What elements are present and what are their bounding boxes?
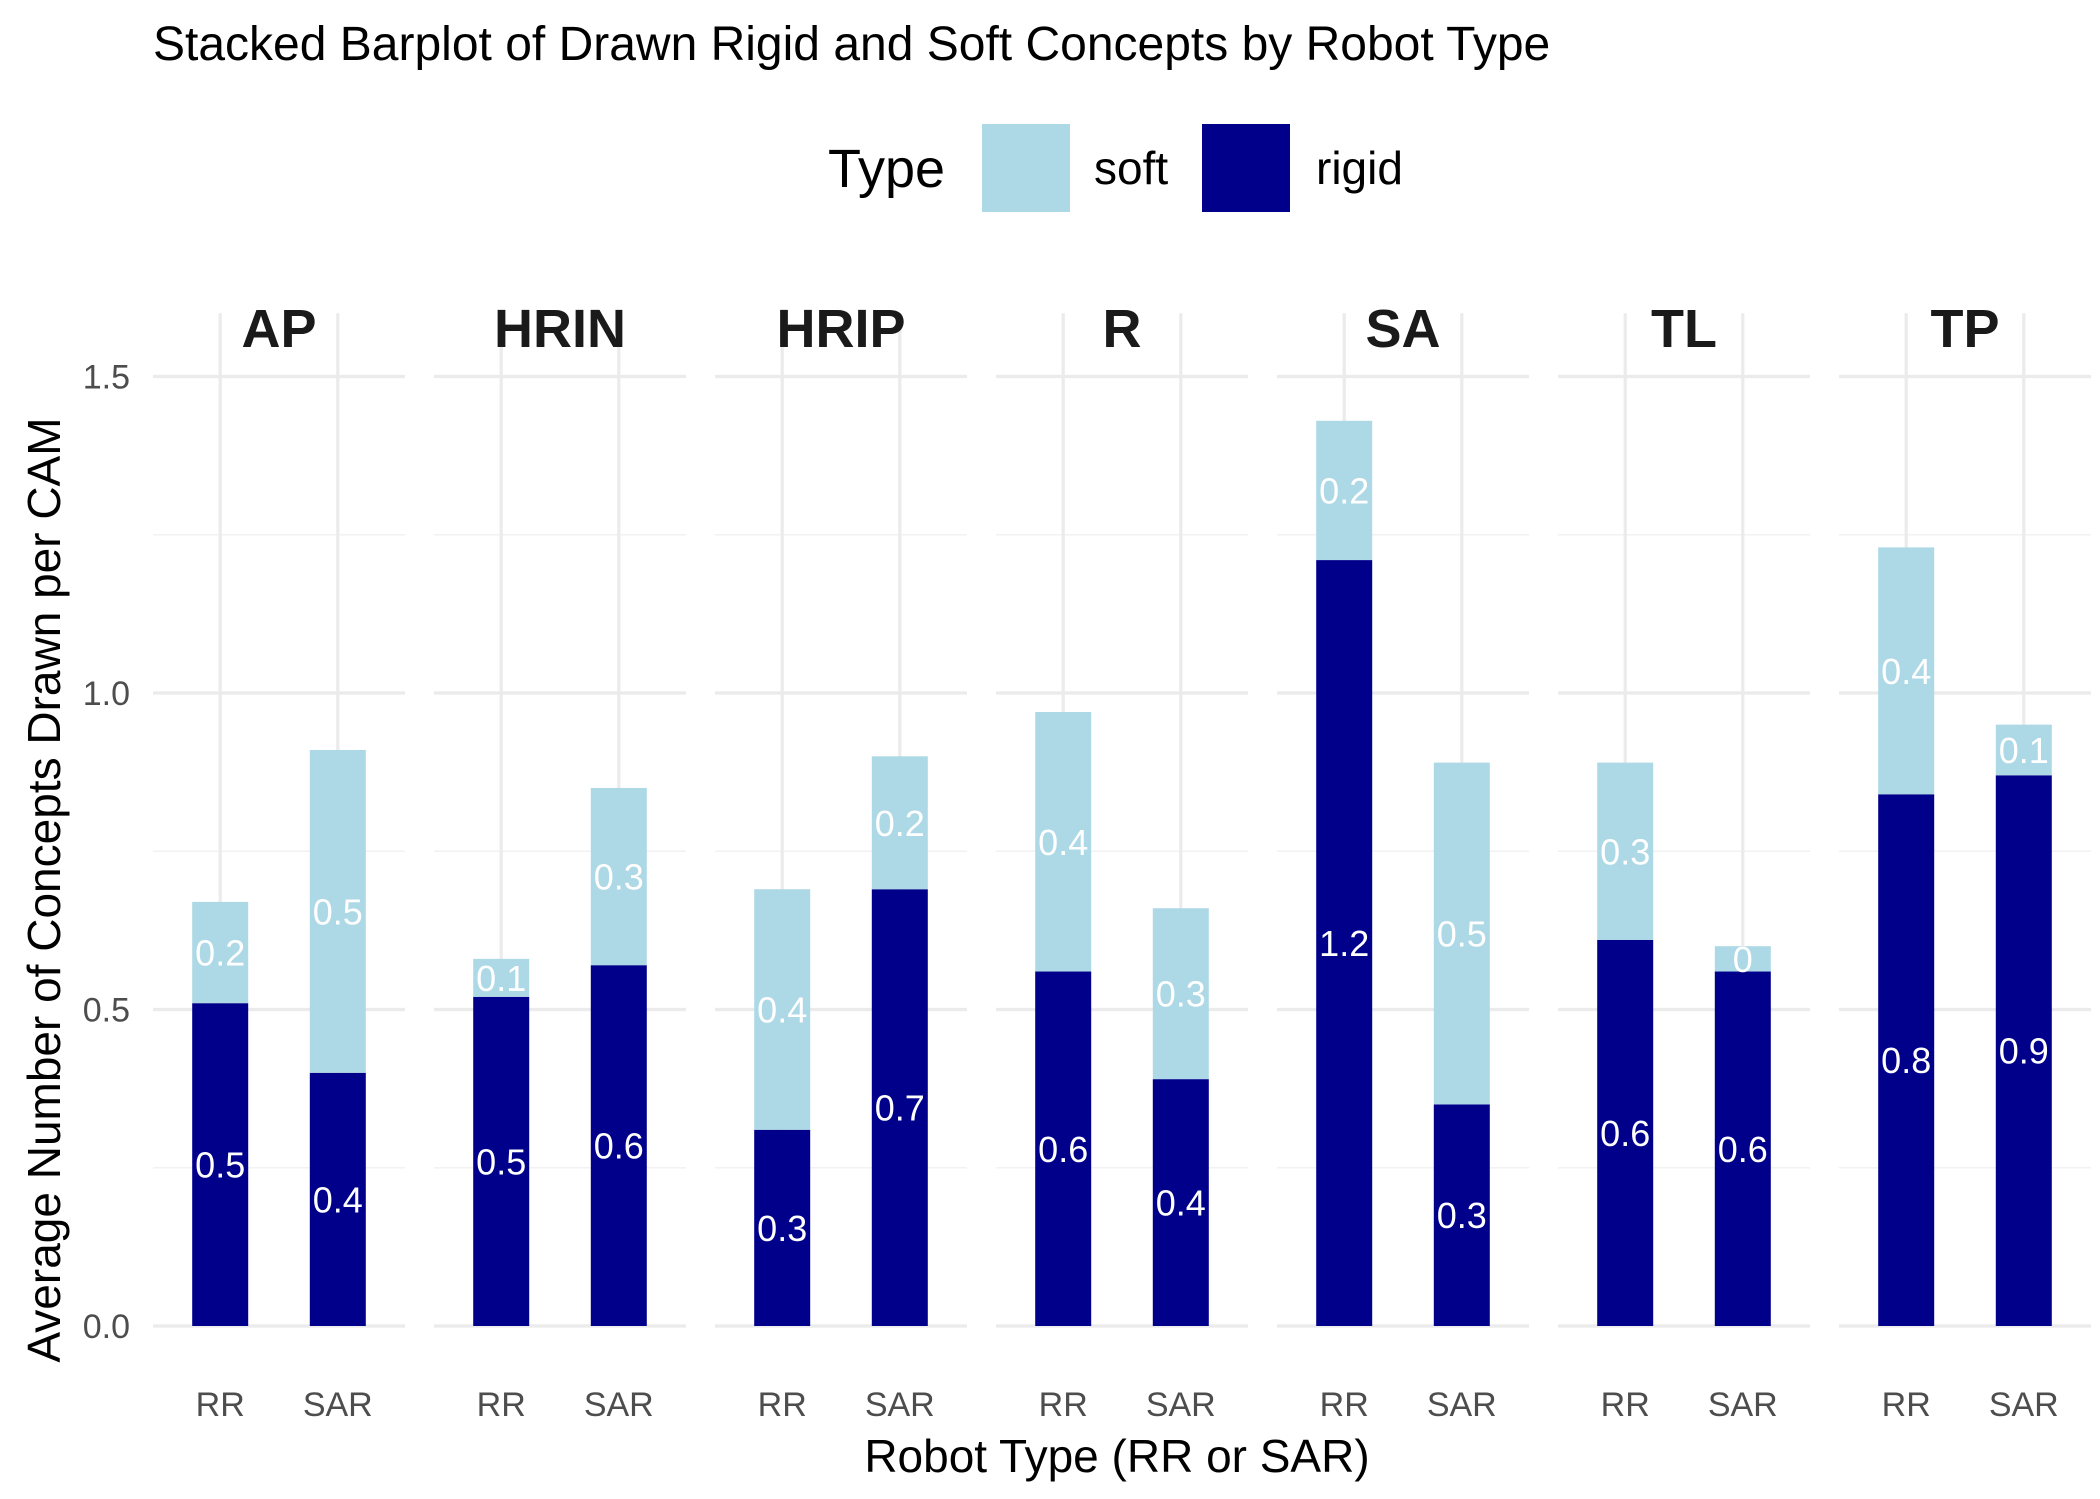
y-tick-label: 1.5 (83, 359, 130, 397)
data-label-soft: 0.1 (476, 958, 526, 999)
x-tick-label: RR (1039, 1386, 1088, 1424)
facet-label-tp: TP (1930, 299, 1999, 359)
bar-soft-ap-rr (192, 901, 249, 1004)
bar-rigid-tl-rr (1597, 939, 1654, 1326)
y-tick-label: 0.5 (83, 992, 130, 1030)
bar-soft-r-sar (1152, 908, 1209, 1080)
bar-rigid-ap-sar (309, 1072, 366, 1326)
data-label-rigid: 0.6 (594, 1126, 644, 1167)
chart-title: Stacked Barplot of Drawn Rigid and Soft … (153, 18, 1550, 71)
facet-label-tl: TL (1651, 299, 1717, 359)
facet-panel-tl: TL 0.6 0.3 RR 0.6 0 SAR (1558, 299, 1810, 1424)
legend-key-rigid (1202, 124, 1290, 212)
data-label-soft: 0.2 (875, 803, 925, 844)
facet-label-hrip: HRIP (776, 299, 905, 359)
data-label-rigid: 0.4 (1156, 1183, 1206, 1224)
data-label-soft: 0.2 (195, 933, 245, 974)
x-tick-label: SAR (303, 1386, 373, 1424)
data-label-soft: 0.5 (1437, 914, 1487, 955)
bar-soft-hrin-sar (590, 787, 647, 966)
data-label-soft: 0.3 (1600, 831, 1650, 872)
facet-label-hrin: HRIN (494, 299, 626, 359)
bar-rigid-hrin-rr (473, 996, 530, 1326)
data-label-rigid: 0.5 (476, 1141, 526, 1182)
bar-rigid-r-rr (1035, 971, 1092, 1326)
facet-panel-sa: SA 1.2 0.2 RR 0.3 0.5 SAR (1277, 299, 1529, 1424)
y-axis-title: Average Number of Concepts Drawn per CAM (18, 417, 70, 1362)
x-tick-label: SAR (1427, 1386, 1497, 1424)
data-label-rigid: 0.4 (313, 1179, 363, 1220)
data-label-soft: 0.4 (1881, 651, 1931, 692)
data-label-soft: 0.3 (594, 857, 644, 898)
x-tick-label: RR (1601, 1386, 1650, 1424)
facet-panel-tp: TP 0.8 0.4 RR 0.9 0.1 SAR (1839, 299, 2091, 1424)
bar-soft-tl-sar (1714, 946, 1771, 972)
bar-rigid-tp-sar (1995, 775, 2052, 1326)
data-label-soft: 0.4 (1038, 822, 1088, 863)
legend-label-rigid: rigid (1316, 142, 1403, 194)
data-label-soft: 0.2 (1319, 470, 1369, 511)
bar-rigid-ap-rr (192, 1003, 249, 1326)
facet-label-r: R (1103, 299, 1142, 359)
bar-soft-tp-sar (1995, 724, 2052, 776)
legend-title: Type (828, 139, 945, 199)
bar-soft-sa-sar (1433, 762, 1490, 1105)
bar-rigid-hrin-sar (590, 965, 647, 1326)
data-label-soft: 0.3 (1156, 974, 1206, 1015)
bar-soft-hrin-rr (473, 958, 530, 997)
facet-panel-hrin: HRIN 0.5 0.1 RR 0.6 0.3 SAR (434, 299, 686, 1424)
data-label-rigid: 0.3 (1437, 1195, 1487, 1236)
data-label-rigid: 0.6 (1600, 1113, 1650, 1154)
data-label-soft: 0.4 (757, 990, 807, 1031)
data-label-rigid: 0.8 (1881, 1040, 1931, 1081)
bar-rigid-tp-rr (1878, 794, 1935, 1326)
facet-panel-ap: AP 0.5 0.2 RR 0.4 0.5 SAR (153, 299, 405, 1424)
data-label-soft: 0.5 (313, 891, 363, 932)
facet-panel-r: R 0.6 0.4 RR 0.4 0.3 SAR (996, 299, 1248, 1424)
data-label-rigid: 1.2 (1319, 923, 1369, 964)
bar-rigid-hrip-rr (754, 1129, 811, 1326)
data-label-rigid: 0.6 (1718, 1129, 1768, 1170)
data-label-rigid: 0.5 (195, 1145, 245, 1186)
y-tick-label: 1.0 (83, 675, 130, 713)
legend-key-soft (982, 124, 1070, 212)
bar-soft-tp-rr (1878, 547, 1935, 795)
x-axis-title: Robot Type (RR or SAR) (864, 1430, 1369, 1482)
x-tick-label: RR (1320, 1386, 1369, 1424)
x-tick-label: RR (196, 1386, 245, 1424)
x-tick-label: RR (477, 1386, 526, 1424)
data-label-rigid: 0.3 (757, 1208, 807, 1249)
facet-panels: 0.00.51.01.5AP0.50.2RR0.40.5SARHRIN0.50.… (83, 299, 2091, 1424)
bar-rigid-tl-sar (1714, 971, 1771, 1326)
facet-panel-hrip: HRIP 0.3 0.4 RR 0.7 0.2 SAR (715, 299, 967, 1424)
bar-rigid-sa-sar (1433, 1104, 1490, 1326)
x-tick-label: RR (1882, 1386, 1931, 1424)
y-tick-label: 0.0 (83, 1308, 130, 1346)
x-tick-label: SAR (584, 1386, 654, 1424)
x-tick-label: SAR (1146, 1386, 1216, 1424)
bar-soft-hrip-rr (754, 889, 811, 1130)
bar-soft-hrip-sar (871, 756, 928, 890)
bar-rigid-r-sar (1152, 1079, 1209, 1326)
x-tick-label: SAR (1708, 1386, 1778, 1424)
legend: Type soft rigid (828, 124, 1403, 212)
bar-soft-sa-rr (1316, 420, 1373, 561)
facet-label-ap: AP (241, 299, 316, 359)
bar-soft-r-rr (1035, 711, 1092, 972)
data-label-rigid: 0.9 (1999, 1031, 2049, 1072)
facet-label-sa: SA (1365, 299, 1440, 359)
bar-soft-ap-sar (309, 749, 366, 1073)
data-label-rigid: 0.6 (1038, 1129, 1088, 1170)
x-tick-label: SAR (865, 1386, 935, 1424)
legend-label-soft: soft (1094, 142, 1168, 194)
bar-rigid-hrip-sar (871, 889, 928, 1326)
bar-rigid-sa-rr (1316, 560, 1373, 1326)
data-label-rigid: 0.7 (875, 1088, 925, 1129)
x-tick-label: SAR (1989, 1386, 2059, 1424)
data-label-soft: 0 (1733, 939, 1753, 980)
x-tick-label: RR (758, 1386, 807, 1424)
data-label-soft: 0.1 (1999, 730, 2049, 771)
bar-soft-tl-rr (1597, 762, 1654, 940)
